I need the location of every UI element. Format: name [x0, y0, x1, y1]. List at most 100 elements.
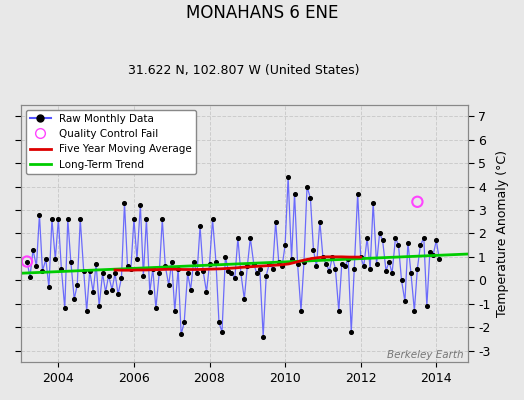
Point: [224, 268, 233, 274]
Point: [425, 249, 434, 255]
Point: [121, 200, 129, 206]
Point: [328, 254, 336, 260]
Point: [183, 270, 192, 276]
Point: [413, 198, 422, 205]
Point: [271, 218, 280, 225]
Point: [354, 190, 362, 197]
Point: [165, 282, 173, 288]
Point: [180, 319, 189, 326]
Point: [319, 254, 327, 260]
Point: [111, 270, 119, 276]
Point: [26, 274, 34, 280]
Point: [407, 270, 415, 276]
Point: [401, 298, 409, 304]
Point: [281, 242, 289, 248]
Point: [215, 319, 223, 326]
Point: [130, 216, 138, 222]
Point: [108, 286, 116, 293]
Point: [45, 284, 53, 290]
Point: [139, 272, 148, 279]
Point: [259, 333, 267, 340]
Point: [290, 190, 299, 197]
Point: [193, 270, 201, 276]
Point: [325, 268, 333, 274]
Point: [38, 268, 47, 274]
Point: [413, 265, 422, 272]
Point: [202, 289, 211, 295]
Point: [378, 237, 387, 244]
Point: [82, 308, 91, 314]
Point: [209, 216, 217, 222]
Point: [32, 263, 41, 270]
Point: [80, 268, 88, 274]
Point: [369, 200, 377, 206]
Point: [420, 235, 428, 241]
Point: [297, 308, 305, 314]
Point: [341, 263, 349, 270]
Point: [42, 256, 50, 262]
Point: [253, 270, 261, 276]
Point: [221, 254, 230, 260]
Text: MONAHANS 6 ENE: MONAHANS 6 ENE: [186, 4, 338, 22]
Point: [391, 235, 400, 241]
Point: [67, 258, 75, 265]
Point: [205, 261, 214, 267]
Point: [149, 265, 157, 272]
Point: [287, 256, 296, 262]
Point: [256, 265, 264, 272]
Point: [335, 308, 343, 314]
Point: [227, 270, 236, 276]
Legend: Raw Monthly Data, Quality Control Fail, Five Year Moving Average, Long-Term Tren: Raw Monthly Data, Quality Control Fail, …: [26, 110, 196, 174]
Point: [344, 256, 353, 262]
Point: [170, 308, 179, 314]
Point: [70, 296, 79, 302]
Point: [104, 272, 113, 279]
Point: [51, 256, 60, 262]
Point: [187, 286, 195, 293]
Point: [300, 258, 308, 265]
Point: [146, 289, 154, 295]
Point: [76, 216, 84, 222]
Point: [388, 270, 396, 276]
Point: [151, 305, 160, 312]
Point: [275, 258, 283, 265]
Point: [312, 263, 321, 270]
Point: [359, 263, 368, 270]
Point: [309, 247, 318, 253]
Point: [315, 218, 324, 225]
Point: [278, 263, 286, 270]
Point: [423, 303, 431, 309]
Point: [196, 223, 204, 230]
Point: [240, 296, 248, 302]
Point: [190, 258, 198, 265]
Point: [237, 270, 245, 276]
Point: [23, 258, 31, 265]
Point: [89, 289, 97, 295]
Point: [158, 216, 167, 222]
Point: [85, 268, 94, 274]
Point: [337, 261, 346, 267]
Point: [35, 212, 43, 218]
Point: [123, 263, 132, 270]
Point: [284, 174, 292, 180]
Y-axis label: Temperature Anomaly (°C): Temperature Anomaly (°C): [496, 150, 509, 317]
Point: [375, 230, 384, 237]
Point: [410, 308, 419, 314]
Point: [249, 261, 258, 267]
Point: [363, 235, 372, 241]
Point: [114, 291, 122, 298]
Point: [102, 289, 110, 295]
Point: [168, 258, 176, 265]
Point: [218, 329, 226, 335]
Point: [61, 305, 69, 312]
Point: [268, 265, 277, 272]
Point: [432, 237, 441, 244]
Text: Berkeley Earth: Berkeley Earth: [387, 350, 463, 360]
Point: [246, 235, 255, 241]
Point: [385, 258, 393, 265]
Point: [117, 275, 126, 281]
Point: [373, 261, 381, 267]
Point: [57, 265, 66, 272]
Point: [416, 242, 424, 248]
Point: [63, 216, 72, 222]
